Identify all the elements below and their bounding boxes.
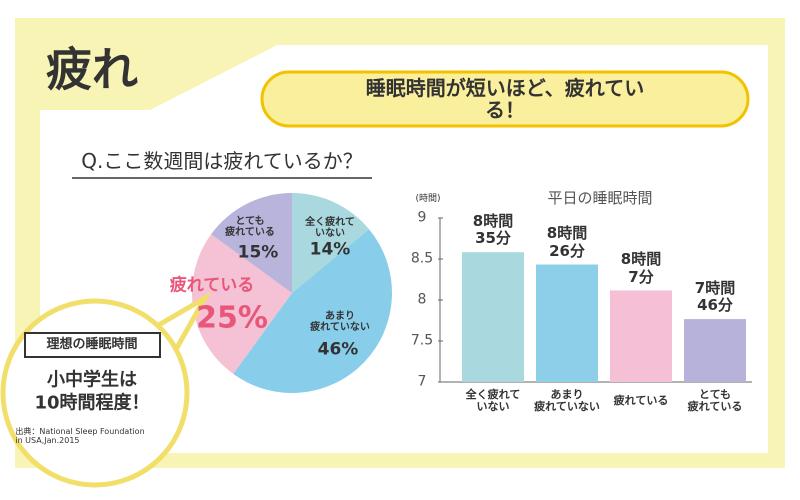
pie-slice [211,193,292,293]
slice-label: とても 疲れている [225,216,275,238]
bar-value-label: 8時間 7分 [620,250,662,286]
bar-chart [438,217,752,383]
pie-slice [192,234,292,374]
slice-value: 15% [237,242,279,263]
callout-title: 理想の睡眠時間 [46,336,138,352]
pie-slice [233,229,392,394]
x-tick-label: 全く疲れて いない [465,387,521,413]
y-tick-label: 7.5 [410,332,434,349]
bar [610,290,672,382]
y-tick-label: 7 [417,373,427,390]
headline-box [260,70,750,128]
bar-title: 平日の睡眠時間 [547,188,653,207]
y-axis-label: (時間) [415,194,441,205]
x-tick-label: あまり 疲れていない [534,387,600,413]
slice-label: あまり 疲れていない [310,311,370,333]
headline: 睡眠時間が短いほど、疲れている！ [365,76,645,122]
bar-value-label: 8時間 35分 [472,211,514,248]
title: 疲れ [46,42,138,97]
bar-value-label: 7時間 46分 [694,278,736,315]
slice-label: 全く疲れて いない [305,217,355,239]
source: 出典：National Sleep Foundation in USA,Jan.… [15,427,145,445]
pie-title: Q.ここ数週間は疲れているか？ [81,149,363,173]
x-tick-label: とても 疲れている [687,387,743,413]
callout-text: 小中学生は 10時間程度！ [34,369,150,414]
y-tick-label: 9 [417,209,427,226]
slice-label: 疲れている [169,275,255,296]
slice-value: 25% [196,300,268,336]
pie [192,193,392,394]
slice-value: 14% [309,239,351,260]
y-tick-label: 8.5 [410,250,434,267]
pie-slice [292,193,370,293]
bar [462,252,524,382]
callout-title-box [24,332,161,358]
x-tick-label: 疲れている [613,393,669,407]
bar [536,264,598,382]
y-tick-label: 8 [417,291,427,308]
bar [684,319,746,382]
bar-value-label: 8時間 26分 [546,224,588,260]
slice-value: 46% [317,339,359,360]
corner [15,18,330,110]
